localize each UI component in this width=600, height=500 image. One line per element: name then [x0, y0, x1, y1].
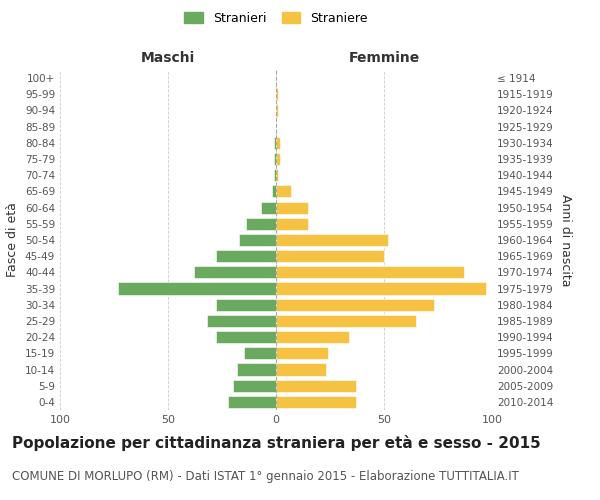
Text: Maschi: Maschi	[141, 51, 195, 65]
Bar	[276, 298, 434, 311]
Bar	[276, 169, 278, 181]
Bar	[274, 169, 276, 181]
Text: COMUNE DI MORLUPO (RM) - Dati ISTAT 1° gennaio 2015 - Elaborazione TUTTITALIA.IT: COMUNE DI MORLUPO (RM) - Dati ISTAT 1° g…	[12, 470, 519, 483]
Bar	[261, 202, 276, 213]
Bar	[229, 396, 276, 408]
Bar	[237, 364, 276, 376]
Y-axis label: Anni di nascita: Anni di nascita	[559, 194, 572, 286]
Bar	[276, 186, 291, 198]
Y-axis label: Fasce di età: Fasce di età	[7, 202, 19, 278]
Bar	[276, 315, 416, 327]
Bar	[276, 282, 485, 294]
Bar	[276, 380, 356, 392]
Legend: Stranieri, Straniere: Stranieri, Straniere	[181, 8, 371, 28]
Bar	[276, 250, 384, 262]
Bar	[276, 202, 308, 213]
Bar	[276, 364, 326, 376]
Bar	[276, 137, 280, 149]
Text: Femmine: Femmine	[349, 51, 419, 65]
Bar	[215, 298, 276, 311]
Bar	[274, 137, 276, 149]
Bar	[244, 348, 276, 360]
Bar	[246, 218, 276, 230]
Bar	[274, 153, 276, 165]
Bar	[233, 380, 276, 392]
Bar	[276, 331, 349, 343]
Text: Popolazione per cittadinanza straniera per età e sesso - 2015: Popolazione per cittadinanza straniera p…	[12, 435, 541, 451]
Bar	[276, 348, 328, 360]
Bar	[276, 234, 388, 246]
Bar	[276, 396, 356, 408]
Bar	[215, 331, 276, 343]
Bar	[118, 282, 276, 294]
Bar	[215, 250, 276, 262]
Bar	[276, 88, 278, 101]
Bar	[194, 266, 276, 278]
Bar	[272, 186, 276, 198]
Bar	[276, 153, 280, 165]
Bar	[276, 104, 278, 117]
Bar	[239, 234, 276, 246]
Bar	[207, 315, 276, 327]
Bar	[276, 218, 308, 230]
Bar	[276, 266, 464, 278]
